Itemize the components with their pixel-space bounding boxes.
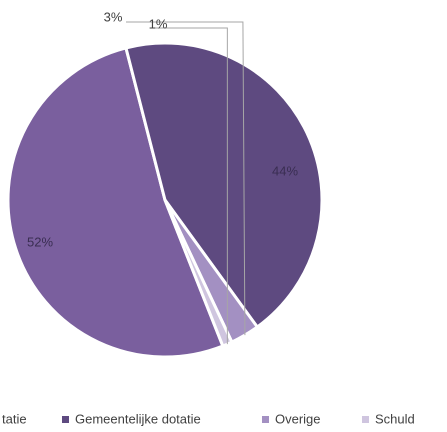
- data-label: 3%: [104, 9, 123, 24]
- leader-line: [154, 27, 228, 345]
- legend-label: tatie: [2, 411, 27, 426]
- leader-line: [126, 21, 246, 336]
- legend-swatch: [62, 416, 69, 423]
- legend-label: Overige: [275, 411, 321, 426]
- data-label: 52%: [27, 234, 53, 249]
- legend-label: Gemeentelijke dotatie: [75, 411, 201, 426]
- pie-slice: [163, 199, 234, 348]
- pie-slice: [6, 46, 225, 359]
- data-label: 1%: [149, 16, 168, 31]
- legend-label: Schuld: [375, 411, 415, 426]
- legend-swatch: [262, 416, 269, 423]
- legend-swatch: [362, 416, 369, 423]
- pie-slice: [124, 41, 324, 330]
- data-label: 44%: [272, 163, 298, 178]
